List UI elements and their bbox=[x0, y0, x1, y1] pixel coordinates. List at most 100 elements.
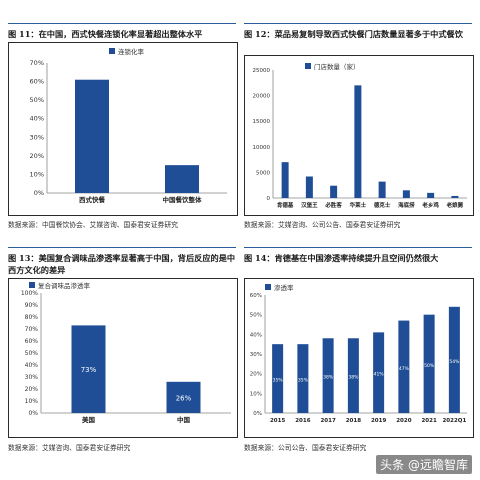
y-tick-label: 40% bbox=[25, 362, 39, 369]
panel-3-chart-frame: 0% 10% 20% 30% 40% 50% 60% 70% 80% 90% 100% 美国 73% 中国… bbox=[8, 278, 238, 438]
y-tick-label: 70% bbox=[30, 59, 44, 67]
y-tick-label: 60% bbox=[30, 78, 44, 86]
data-label: 35% bbox=[273, 378, 284, 384]
panel-1-chart-frame: 0% 10% 20% 30% 40% 50% 60% 70% 西式快餐 中国餐饮整体 连锁化率 bbox=[8, 42, 238, 216]
y-tick-label: 20000 bbox=[253, 94, 271, 100]
legend-label: 复合调味品渗透率 bbox=[38, 281, 91, 290]
y-tick-label: 90% bbox=[25, 302, 39, 309]
x-tick-label: 2017 bbox=[320, 418, 335, 424]
x-tick-label: 2016 bbox=[295, 418, 310, 424]
data-label: 26% bbox=[176, 394, 192, 402]
data-label: 73% bbox=[81, 366, 97, 374]
x-tick-label: 海底捞 bbox=[398, 201, 415, 209]
x-tick-label: 汉堡王 bbox=[301, 201, 318, 209]
x-tick-label: 美国 bbox=[82, 415, 96, 424]
y-tick-label: 50% bbox=[30, 96, 44, 104]
x-tick-label: 2022Q1 bbox=[442, 418, 466, 424]
legend-swatch bbox=[305, 63, 311, 69]
bar bbox=[448, 306, 460, 413]
y-tick-label: 40% bbox=[250, 332, 262, 338]
legend-swatch bbox=[265, 284, 271, 290]
bar bbox=[330, 185, 338, 198]
panel-4-title: 图 14：肯德基在中国渗透率持续提升且空间仍然很大 bbox=[244, 253, 439, 263]
x-tick-label: 肯德基 bbox=[277, 201, 294, 209]
bar bbox=[322, 338, 334, 413]
x-tick-label: 2019 bbox=[371, 418, 386, 424]
panel-3-title: 图 13：美国复合调味品渗透率显著高于中国，背后反应的是中西方文化的差异 bbox=[8, 253, 236, 275]
bar bbox=[272, 344, 284, 413]
x-tick-label: 2021 bbox=[421, 418, 436, 424]
data-label: 54% bbox=[449, 359, 460, 365]
data-label: 38% bbox=[348, 375, 359, 381]
x-tick-label: 老乡鸡 bbox=[421, 201, 439, 209]
y-tick-label: 10000 bbox=[253, 145, 271, 151]
x-tick-label: 必胜客 bbox=[325, 201, 342, 209]
panel-1-title-rule bbox=[8, 23, 236, 24]
bar bbox=[166, 381, 201, 413]
bar bbox=[165, 165, 199, 193]
y-tick-label: 80% bbox=[25, 314, 39, 321]
y-tick-label: 20% bbox=[25, 386, 39, 393]
panel-3-source: 数据来源：艾媒咨询、国泰君安证券研究 bbox=[8, 444, 131, 452]
y-tick-label: 30% bbox=[250, 352, 262, 358]
y-tick-label: 60% bbox=[250, 293, 262, 299]
panel-3-chart: 0% 10% 20% 30% 40% 50% 60% 70% 80% 90% 100% 美国 73% 中国… bbox=[21, 281, 231, 424]
bar bbox=[305, 176, 313, 198]
y-tick-label: 10% bbox=[25, 398, 39, 405]
panel-4-chart-frame: 0% 10% 20% 30% 40% 50% 60% 2015 35% 2016 35% 2017 38… bbox=[244, 278, 474, 438]
bar bbox=[423, 314, 435, 413]
y-tick-label: 60% bbox=[25, 338, 39, 345]
y-tick-label: 0 bbox=[267, 196, 271, 202]
data-label: 38% bbox=[323, 375, 334, 381]
data-label: 47% bbox=[399, 366, 410, 372]
y-tick-label: 20% bbox=[250, 372, 262, 378]
y-tick-label: 100% bbox=[21, 290, 38, 297]
bar bbox=[427, 192, 435, 198]
panel-4-title-rule bbox=[244, 247, 472, 248]
panel-2-chart: 0 5000 10000 15000 20000 25000 肯德基 汉堡王 必胜客 华莱士 德克士… bbox=[253, 62, 467, 209]
y-tick-label: 50% bbox=[25, 350, 39, 357]
y-tick-label: 50% bbox=[250, 313, 262, 319]
panel-2-title-rule bbox=[244, 23, 472, 24]
panel-1-source: 数据来源：中国餐饮协会、艾媒咨询、国泰君安证券研究 bbox=[8, 221, 178, 229]
bar bbox=[71, 325, 106, 413]
y-tick-label: 70% bbox=[25, 326, 39, 333]
panel-4-source: 数据来源：公司公告、国泰君安证券研究 bbox=[244, 444, 367, 452]
legend-label: 门店数量（家） bbox=[314, 62, 360, 71]
bar bbox=[75, 79, 109, 193]
bar bbox=[378, 181, 386, 198]
x-tick-label: 德克士 bbox=[373, 201, 391, 209]
data-label: 50% bbox=[424, 363, 435, 369]
panel-1-title: 图 11：在中国，西式快餐连锁化率显著超出整体水平 bbox=[8, 29, 203, 39]
y-tick-label: 10% bbox=[250, 391, 262, 397]
y-tick-label: 5000 bbox=[256, 170, 270, 176]
panel-2-source: 数据来源：艾媒咨询、公司公告、国泰君安证券研究 bbox=[244, 221, 401, 229]
legend-label: 渗透率 bbox=[274, 283, 294, 292]
legend-swatch bbox=[109, 48, 115, 54]
panel-1-chart: 0% 10% 20% 30% 40% 50% 60% 70% 西式快餐 中国餐饮整体 连锁化率 bbox=[30, 47, 227, 204]
panel-3-title-rule bbox=[8, 247, 236, 248]
bar bbox=[347, 338, 359, 413]
y-tick-label: 0% bbox=[34, 189, 44, 197]
data-label: 35% bbox=[298, 378, 309, 384]
y-tick-label: 15000 bbox=[253, 119, 271, 125]
panel-2-title: 图 12：菜品易复制导致西式快餐门店数量显著多于中式餐饮 bbox=[244, 29, 463, 39]
x-tick-label: 2020 bbox=[396, 418, 411, 424]
panel-2-chart-frame: 0 5000 10000 15000 20000 25000 肯德基 汉堡王 必胜客 华莱士 德克士… bbox=[244, 55, 474, 216]
x-tick-label: 2018 bbox=[346, 418, 361, 424]
x-tick-label: 华莱士 bbox=[350, 201, 367, 209]
x-tick-label: 2015 bbox=[270, 418, 285, 424]
legend-swatch bbox=[29, 282, 35, 288]
bar bbox=[354, 85, 362, 198]
y-tick-label: 40% bbox=[30, 115, 44, 123]
bar bbox=[451, 195, 459, 198]
y-tick-label: 0% bbox=[28, 410, 38, 417]
bar bbox=[281, 162, 289, 198]
y-tick-label: 10% bbox=[30, 170, 44, 178]
y-tick-label: 0% bbox=[253, 411, 262, 417]
data-label: 41% bbox=[374, 372, 385, 378]
legend-label: 连锁化率 bbox=[118, 47, 145, 56]
watermark: 头条 @远瞻智库 bbox=[376, 455, 472, 474]
y-tick-label: 30% bbox=[30, 133, 44, 141]
x-tick-label: 西式快餐 bbox=[79, 195, 106, 204]
